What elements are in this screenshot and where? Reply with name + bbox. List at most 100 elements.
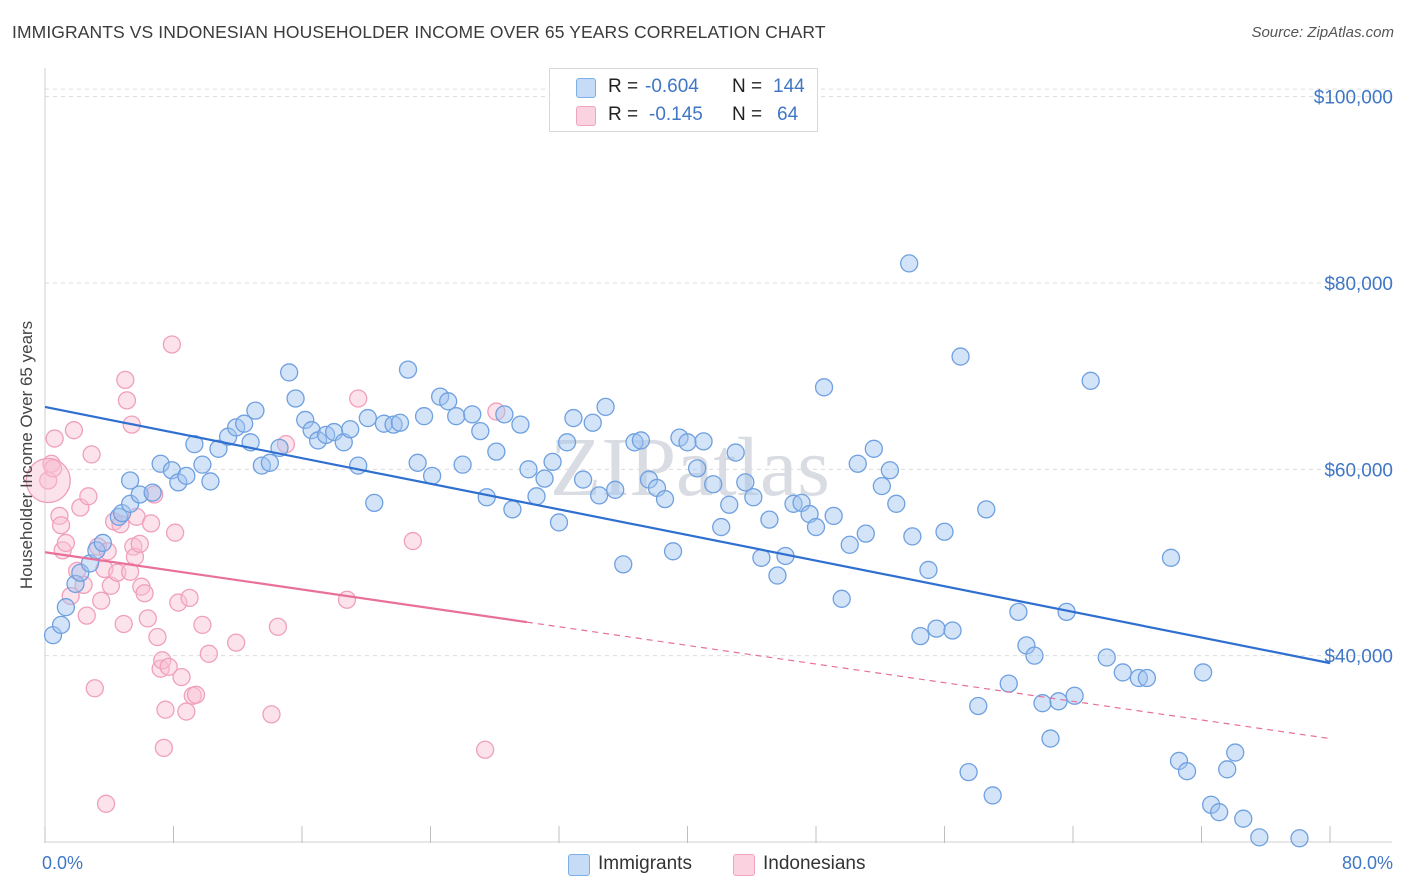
immigrants-point bbox=[814, 378, 834, 397]
immigrants-point bbox=[120, 494, 140, 513]
y-tick-label: $100,000 bbox=[1314, 88, 1393, 109]
indonesians-point bbox=[45, 429, 64, 448]
immigrants-point bbox=[463, 405, 482, 424]
indonesians-point bbox=[130, 534, 149, 554]
indonesians-point bbox=[43, 459, 63, 478]
immigrants-point bbox=[143, 483, 162, 502]
indonesians-trend-extension bbox=[526, 621, 1331, 740]
y-tick-label: $80,000 bbox=[1324, 274, 1393, 295]
chart-title: IMMIGRANTS VS INDONESIAN HOUSEHOLDER INC… bbox=[12, 22, 826, 42]
indonesians-point bbox=[117, 391, 137, 410]
legend: R = -0.604 N = 144 R = -0.145 N = 64 bbox=[549, 68, 818, 132]
indonesians-point bbox=[262, 705, 281, 724]
indonesians-swatch bbox=[733, 854, 755, 876]
immigrants-point bbox=[1081, 371, 1100, 390]
immigrants-point bbox=[177, 466, 196, 485]
immigrants-point bbox=[453, 455, 472, 474]
y-axis-title: Householder Income Over 65 years bbox=[17, 321, 36, 589]
indonesians-point bbox=[156, 700, 175, 719]
indonesians-point bbox=[85, 679, 104, 698]
immigrants-point bbox=[694, 432, 713, 451]
immigrants-point bbox=[1049, 692, 1068, 711]
immigrants-point bbox=[535, 469, 554, 488]
immigrants-point bbox=[911, 626, 930, 646]
indonesians-point bbox=[268, 617, 288, 636]
immigrants-point bbox=[511, 415, 530, 434]
immigrants-point bbox=[414, 407, 434, 426]
n-value: 64 bbox=[777, 104, 799, 125]
immigrants-point bbox=[1065, 686, 1084, 705]
x-tick-label: 0.0% bbox=[42, 853, 83, 873]
immigrants-point bbox=[495, 405, 514, 424]
immigrants-point bbox=[71, 563, 90, 582]
immigrants-point bbox=[935, 522, 954, 541]
immigrants-swatch bbox=[576, 78, 596, 98]
indonesians-point bbox=[162, 335, 182, 354]
immigrants-point bbox=[286, 389, 305, 408]
immigrants-point bbox=[590, 486, 609, 505]
immigrants-point bbox=[120, 471, 140, 490]
immigrants-point bbox=[398, 360, 418, 379]
immigrants-point bbox=[768, 566, 787, 585]
indonesians-point bbox=[159, 657, 178, 676]
immigrants-point bbox=[959, 762, 978, 782]
immigrants-point bbox=[744, 488, 763, 507]
immigrants-point bbox=[1161, 548, 1181, 567]
immigrants-point bbox=[1250, 828, 1269, 847]
immigrants-point bbox=[573, 470, 593, 489]
immigrants-point bbox=[527, 487, 546, 506]
immigrants-label: Immigrants bbox=[598, 853, 692, 874]
immigrants-point bbox=[390, 413, 410, 432]
immigrants-point bbox=[999, 674, 1018, 693]
indonesians-point bbox=[82, 445, 101, 464]
immigrants-point bbox=[209, 439, 228, 458]
indonesians-point bbox=[337, 590, 357, 609]
immigrants-point bbox=[1234, 809, 1253, 828]
immigrants-point bbox=[625, 433, 644, 452]
immigrants-swatch bbox=[568, 854, 590, 876]
indonesians-point bbox=[56, 533, 76, 553]
immigrants-point bbox=[872, 476, 892, 496]
immigrants-point bbox=[824, 506, 843, 526]
immigrants-point bbox=[374, 414, 394, 433]
indonesians-point bbox=[199, 644, 218, 663]
indonesians-point bbox=[226, 633, 246, 652]
immigrants-point bbox=[471, 421, 490, 441]
y-tick-labels: $40,000 $60,000 $80,000 $100,000 bbox=[1314, 88, 1393, 668]
indonesians-point bbox=[186, 685, 206, 704]
indonesians-point bbox=[193, 615, 212, 635]
immigrants-point bbox=[1137, 668, 1157, 688]
x-tick-labels: 0.0% 80.0% bbox=[42, 853, 1393, 873]
indonesians-label: Indonesians bbox=[763, 853, 866, 874]
immigrants-point bbox=[201, 472, 220, 491]
immigrants-point bbox=[583, 413, 602, 432]
axes bbox=[44, 68, 1392, 843]
immigrants-point bbox=[1210, 803, 1229, 822]
r-label: R = bbox=[608, 76, 639, 97]
immigrants-point bbox=[848, 454, 867, 473]
immigrants-point bbox=[1226, 743, 1245, 762]
immigrants-point bbox=[614, 555, 633, 574]
indonesians-point bbox=[25, 457, 71, 504]
indonesians-point bbox=[153, 651, 172, 670]
immigrants-point bbox=[564, 408, 583, 428]
immigrants-trend-line bbox=[44, 405, 1331, 665]
indonesians-point bbox=[154, 738, 174, 758]
immigrants-point bbox=[549, 513, 569, 532]
indonesians-point bbox=[77, 606, 96, 625]
axis-ticks bbox=[44, 826, 1331, 843]
immigrants-point bbox=[557, 433, 577, 452]
indonesians-point bbox=[180, 588, 199, 608]
immigrants-point bbox=[543, 452, 562, 472]
immigrants-points bbox=[43, 254, 1309, 848]
grid-lines bbox=[45, 88, 1392, 657]
indonesians-point bbox=[172, 667, 191, 687]
immigrants-point bbox=[663, 542, 683, 561]
indonesians-point bbox=[116, 370, 135, 390]
indonesians-point bbox=[92, 591, 111, 610]
x-tick-label: 80.0% bbox=[1342, 853, 1393, 873]
immigrants-point bbox=[279, 363, 299, 382]
immigrants-point bbox=[927, 619, 946, 638]
immigrants-point bbox=[951, 347, 970, 366]
indonesians-point bbox=[141, 514, 161, 533]
